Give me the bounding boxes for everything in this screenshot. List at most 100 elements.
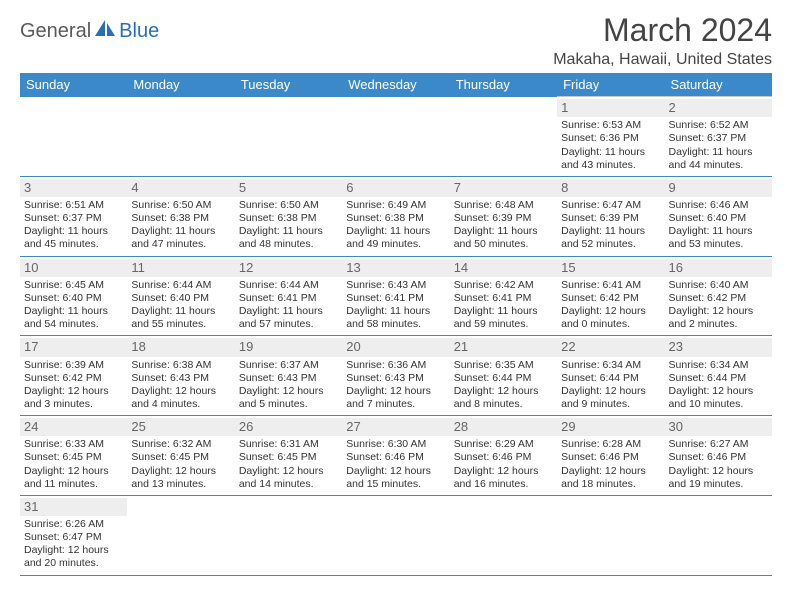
day-header: Thursday bbox=[450, 73, 557, 97]
sunrise-text: Sunrise: 6:40 AM bbox=[669, 279, 768, 292]
daylight-text: Daylight: 12 hours and 20 minutes. bbox=[24, 544, 123, 570]
daylight-text: Daylight: 11 hours and 45 minutes. bbox=[24, 225, 123, 251]
sunset-text: Sunset: 6:40 PM bbox=[24, 292, 123, 305]
sunset-text: Sunset: 6:37 PM bbox=[24, 212, 123, 225]
day-number: 20 bbox=[342, 338, 449, 356]
month-title: March 2024 bbox=[553, 12, 772, 49]
sunset-text: Sunset: 6:45 PM bbox=[24, 451, 123, 464]
calendar-day-cell: 29Sunrise: 6:28 AMSunset: 6:46 PMDayligh… bbox=[557, 416, 664, 496]
sunrise-text: Sunrise: 6:45 AM bbox=[24, 279, 123, 292]
day-number: 26 bbox=[235, 418, 342, 436]
sunrise-text: Sunrise: 6:53 AM bbox=[561, 119, 660, 132]
sunrise-text: Sunrise: 6:31 AM bbox=[239, 438, 338, 451]
sunrise-text: Sunrise: 6:27 AM bbox=[669, 438, 768, 451]
day-header: Monday bbox=[127, 73, 234, 97]
calendar-day-cell: 13Sunrise: 6:43 AMSunset: 6:41 PMDayligh… bbox=[342, 256, 449, 336]
location: Makaha, Hawaii, United States bbox=[553, 51, 772, 69]
sunrise-text: Sunrise: 6:50 AM bbox=[131, 199, 230, 212]
calendar-day-cell: 9Sunrise: 6:46 AMSunset: 6:40 PMDaylight… bbox=[665, 176, 772, 256]
sunset-text: Sunset: 6:47 PM bbox=[24, 531, 123, 544]
day-number: 25 bbox=[127, 418, 234, 436]
sunrise-text: Sunrise: 6:48 AM bbox=[454, 199, 553, 212]
sunset-text: Sunset: 6:41 PM bbox=[346, 292, 445, 305]
sunset-text: Sunset: 6:41 PM bbox=[239, 292, 338, 305]
daylight-text: Daylight: 11 hours and 43 minutes. bbox=[561, 146, 660, 172]
sunset-text: Sunset: 6:41 PM bbox=[454, 292, 553, 305]
sunrise-text: Sunrise: 6:34 AM bbox=[669, 359, 768, 372]
sunset-text: Sunset: 6:44 PM bbox=[669, 372, 768, 385]
day-number: 2 bbox=[665, 99, 772, 117]
sunrise-text: Sunrise: 6:28 AM bbox=[561, 438, 660, 451]
daylight-text: Daylight: 12 hours and 16 minutes. bbox=[454, 465, 553, 491]
day-number: 31 bbox=[20, 498, 127, 516]
calendar-table: Sunday Monday Tuesday Wednesday Thursday… bbox=[20, 73, 772, 576]
day-number: 23 bbox=[665, 338, 772, 356]
calendar-week-row: 10Sunrise: 6:45 AMSunset: 6:40 PMDayligh… bbox=[20, 256, 772, 336]
sunrise-text: Sunrise: 6:46 AM bbox=[669, 199, 768, 212]
daylight-text: Daylight: 11 hours and 58 minutes. bbox=[346, 305, 445, 331]
calendar-day-cell bbox=[127, 97, 234, 177]
sunset-text: Sunset: 6:43 PM bbox=[346, 372, 445, 385]
logo-text-blue: Blue bbox=[119, 20, 159, 43]
calendar-day-cell: 23 Sunrise: 6:34 AMSunset: 6:44 PMDayligh… bbox=[665, 336, 772, 416]
daylight-text: Daylight: 11 hours and 55 minutes. bbox=[131, 305, 230, 331]
daylight-text: Daylight: 12 hours and 19 minutes. bbox=[669, 465, 768, 491]
calendar-day-cell: 16Sunrise: 6:40 AMSunset: 6:42 PMDayligh… bbox=[665, 256, 772, 336]
sunset-text: Sunset: 6:40 PM bbox=[669, 212, 768, 225]
sunrise-text: Sunrise: 6:29 AM bbox=[454, 438, 553, 451]
daylight-text: Daylight: 12 hours and 10 minutes. bbox=[669, 385, 768, 411]
calendar-day-cell bbox=[450, 495, 557, 575]
calendar-day-cell bbox=[20, 97, 127, 177]
sunset-text: Sunset: 6:43 PM bbox=[131, 372, 230, 385]
calendar-day-cell: 28Sunrise: 6:29 AMSunset: 6:46 PMDayligh… bbox=[450, 416, 557, 496]
sunrise-text: Sunrise: 6:50 AM bbox=[239, 199, 338, 212]
calendar-day-cell: 30Sunrise: 6:27 AMSunset: 6:46 PMDayligh… bbox=[665, 416, 772, 496]
sunrise-text: Sunrise: 6:26 AM bbox=[24, 518, 123, 531]
calendar-week-row: 3Sunrise: 6:51 AMSunset: 6:37 PMDaylight… bbox=[20, 176, 772, 256]
sunrise-text: Sunrise: 6:49 AM bbox=[346, 199, 445, 212]
daylight-text: Daylight: 12 hours and 18 minutes. bbox=[561, 465, 660, 491]
day-number: 10 bbox=[20, 259, 127, 277]
calendar-day-cell: 19Sunrise: 6:37 AMSunset: 6:43 PMDayligh… bbox=[235, 336, 342, 416]
day-number: 14 bbox=[450, 259, 557, 277]
sunrise-text: Sunrise: 6:37 AM bbox=[239, 359, 338, 372]
daylight-text: Daylight: 11 hours and 52 minutes. bbox=[561, 225, 660, 251]
day-number: 12 bbox=[235, 259, 342, 277]
calendar-day-cell bbox=[450, 97, 557, 177]
sunrise-text: Sunrise: 6:44 AM bbox=[131, 279, 230, 292]
calendar-day-cell: 21Sunrise: 6:35 AMSunset: 6:44 PMDayligh… bbox=[450, 336, 557, 416]
daylight-text: Daylight: 12 hours and 8 minutes. bbox=[454, 385, 553, 411]
calendar-day-cell: 1 Sunrise: 6:53 AMSunset: 6:36 PMDaylight… bbox=[557, 97, 664, 177]
day-number: 21 bbox=[450, 338, 557, 356]
sunset-text: Sunset: 6:46 PM bbox=[561, 451, 660, 464]
day-header: Friday bbox=[557, 73, 664, 97]
day-number: 6 bbox=[342, 179, 449, 197]
calendar-day-cell: 5Sunrise: 6:50 AMSunset: 6:38 PMDaylight… bbox=[235, 176, 342, 256]
calendar-day-cell: 11Sunrise: 6:44 AMSunset: 6:40 PMDayligh… bbox=[127, 256, 234, 336]
sunrise-text: Sunrise: 6:33 AM bbox=[24, 438, 123, 451]
calendar-day-cell: 31 Sunrise: 6:26 AMSunset: 6:47 PMDayligh… bbox=[20, 495, 127, 575]
calendar-day-cell: 4Sunrise: 6:50 AMSunset: 6:38 PMDaylight… bbox=[127, 176, 234, 256]
daylight-text: Daylight: 11 hours and 47 minutes. bbox=[131, 225, 230, 251]
day-number: 3 bbox=[20, 179, 127, 197]
calendar-day-cell bbox=[557, 495, 664, 575]
daylight-text: Daylight: 12 hours and 15 minutes. bbox=[346, 465, 445, 491]
sunset-text: Sunset: 6:36 PM bbox=[561, 132, 660, 145]
calendar-day-cell: 27Sunrise: 6:30 AMSunset: 6:46 PMDayligh… bbox=[342, 416, 449, 496]
calendar-day-cell bbox=[235, 97, 342, 177]
day-header: Wednesday bbox=[342, 73, 449, 97]
calendar-day-cell: 2Sunrise: 6:52 AMSunset: 6:37 PMDaylight… bbox=[665, 97, 772, 177]
calendar-day-cell: 12Sunrise: 6:44 AMSunset: 6:41 PMDayligh… bbox=[235, 256, 342, 336]
sunrise-text: Sunrise: 6:42 AM bbox=[454, 279, 553, 292]
sunrise-text: Sunrise: 6:32 AM bbox=[131, 438, 230, 451]
sunset-text: Sunset: 6:42 PM bbox=[24, 372, 123, 385]
day-number: 15 bbox=[557, 259, 664, 277]
sunset-text: Sunset: 6:45 PM bbox=[239, 451, 338, 464]
sunrise-text: Sunrise: 6:38 AM bbox=[131, 359, 230, 372]
daylight-text: Daylight: 11 hours and 54 minutes. bbox=[24, 305, 123, 331]
day-number: 22 bbox=[557, 338, 664, 356]
daylight-text: Daylight: 12 hours and 14 minutes. bbox=[239, 465, 338, 491]
day-number: 9 bbox=[665, 179, 772, 197]
sunrise-text: Sunrise: 6:51 AM bbox=[24, 199, 123, 212]
day-number: 1 bbox=[557, 99, 664, 117]
